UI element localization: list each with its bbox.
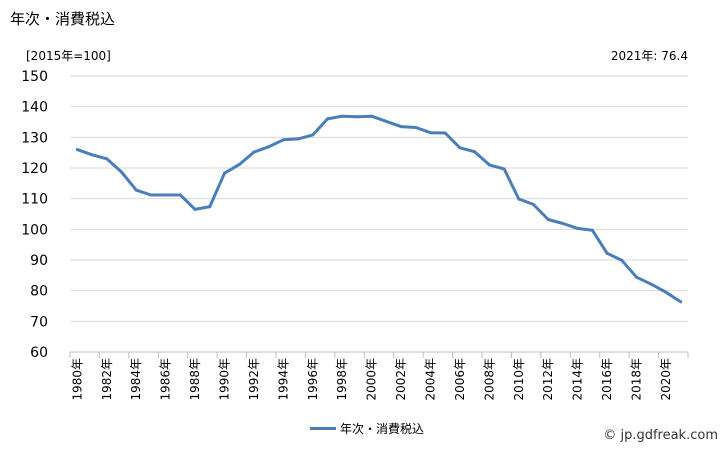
data-point [296,137,300,141]
x-tick-label: 2018年 [630,358,644,401]
data-point [267,145,271,149]
x-tick-label: 2010年 [512,358,526,401]
data-point [517,197,521,201]
data-point [620,258,624,262]
x-tick-label: 2020年 [659,358,673,401]
data-point [178,193,182,197]
x-tick-label: 1988年 [188,358,202,401]
x-tick-label: 1980年 [70,358,84,401]
x-tick-label: 1994年 [276,358,290,401]
data-point [281,138,285,142]
data-point [590,228,594,232]
y-tick-label: 150 [21,69,48,85]
data-point [355,115,359,119]
x-tick-label: 1986年 [159,358,173,401]
y-tick-label: 70 [30,314,48,330]
data-point [546,218,550,222]
y-tick-label: 120 [21,161,48,177]
y-tick-label: 130 [21,130,48,146]
data-point [193,207,197,211]
data-point [635,275,638,279]
x-tick-label: 2004年 [424,358,438,401]
source-credit: © jp.gdfreak.com [603,428,718,443]
data-point [458,146,462,150]
data-point [487,163,491,167]
data-point [414,126,418,130]
x-tick-label: 2008年 [482,358,496,401]
data-point [340,114,344,118]
y-tick-label: 60 [30,345,48,361]
x-tick-label: 2006年 [453,358,467,401]
x-tick-label: 2012年 [541,358,555,401]
y-tick-label: 140 [21,100,48,116]
x-axis-tick-labels: 1980年 1982年 1984年 1986年 1988年 1990年 1992年 1994年… [70,358,673,401]
data-point [208,205,212,209]
data-point [252,150,256,154]
x-tick-label: 1990年 [218,358,232,401]
x-tick-label: 2000年 [365,358,379,401]
unit-label: [2015年=100] [26,49,111,63]
data-point [443,131,447,135]
y-tick-label: 90 [30,253,48,269]
data-point [561,222,565,226]
data-point [384,119,388,123]
x-tick-label: 1998年 [335,358,349,401]
data-point [679,300,683,304]
data-point [649,282,653,286]
data-point [429,131,432,135]
x-tick-label: 1984年 [129,358,143,401]
data-point [75,148,79,152]
data-point [105,157,109,161]
x-axis [69,351,689,358]
y-axis-tick-labels: 60 70 80 90 100 110 120 130 140 150 [21,69,48,361]
data-point [164,193,168,197]
series-line [75,114,683,304]
series-group [75,114,683,304]
data-point [134,188,138,192]
latest-value-note: 2021年: 76.4 [610,49,688,63]
legend: 年次・消費税込 [310,420,424,437]
x-tick-label: 2016年 [600,358,614,401]
y-tick-label: 100 [21,222,48,238]
data-point [532,202,535,206]
data-point [399,125,403,129]
data-point [237,163,241,167]
y-tick-label: 110 [21,192,48,208]
data-point [90,153,94,157]
data-point [120,170,123,174]
data-point [149,193,153,197]
data-point [664,290,668,294]
x-tick-label: 1992年 [247,358,261,401]
data-point [473,150,477,154]
data-point [223,171,226,175]
legend-swatch [310,427,336,430]
data-point [576,226,580,230]
x-tick-label: 2002年 [394,358,408,401]
legend-label: 年次・消費税込 [340,422,425,436]
chart-title: 年次・消費税込 [10,10,116,28]
y-tick-label: 80 [30,284,48,300]
x-tick-label: 2014年 [571,358,585,401]
x-tick-label: 1982年 [100,358,114,401]
x-tick-label: 1996年 [306,358,320,401]
data-point [370,114,374,118]
data-point [326,117,329,121]
data-point [605,251,609,255]
data-point [502,167,506,171]
data-point [311,133,315,137]
